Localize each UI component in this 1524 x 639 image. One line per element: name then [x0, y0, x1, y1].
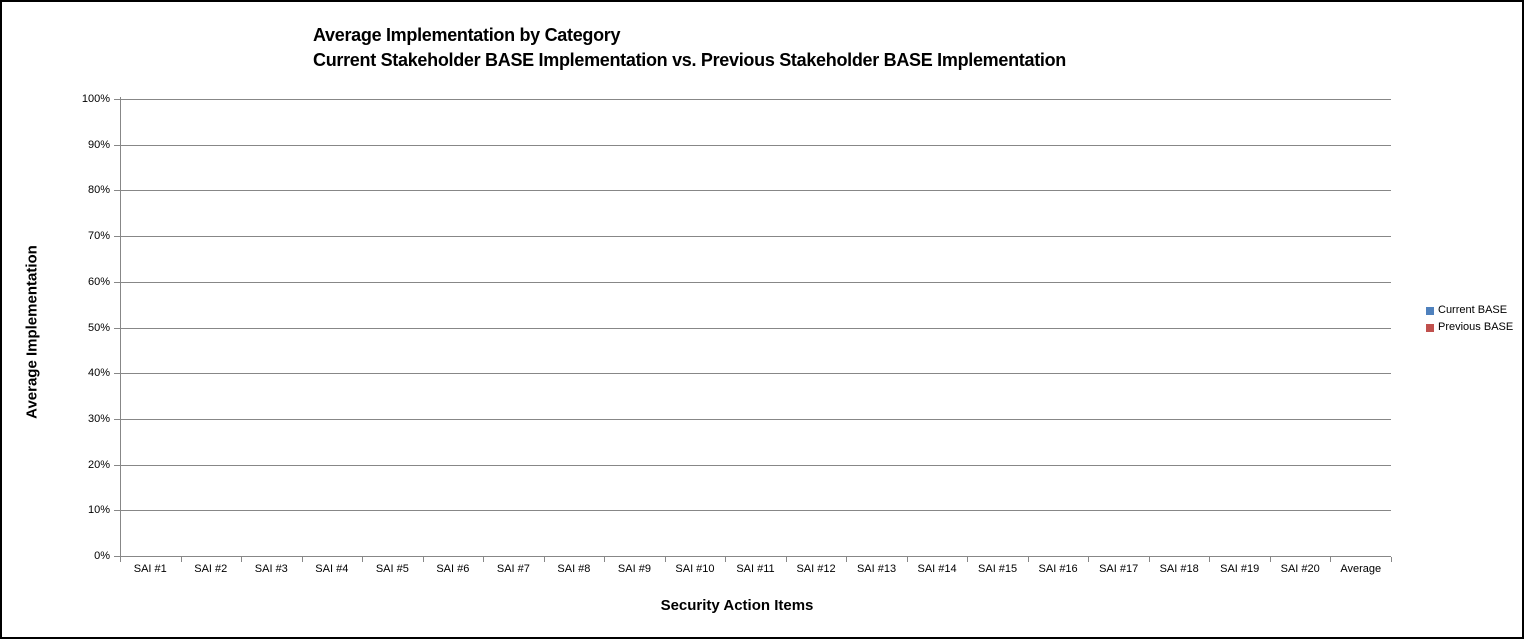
x-tick-label: SAI #6 — [436, 563, 470, 575]
x-tick-mark — [362, 557, 363, 562]
y-grid-line — [120, 556, 1391, 557]
legend-label: Previous BASE — [1438, 321, 1514, 333]
x-tick-label: SAI #20 — [1280, 563, 1320, 575]
x-tick-label: SAI #2 — [194, 563, 228, 575]
y-tick-mark — [114, 327, 120, 329]
y-grid-line — [120, 373, 1391, 375]
y-grid-line — [120, 190, 1391, 192]
x-tick-label: Average — [1340, 563, 1382, 575]
y-axis-title: Average Implementation — [23, 245, 41, 419]
y-grid-line — [120, 144, 1391, 146]
y-tick-label: 90% — [87, 138, 110, 151]
y-tick-label: 70% — [87, 230, 110, 243]
x-tick-label: SAI #4 — [315, 563, 349, 575]
x-tick-label: SAI #12 — [796, 563, 836, 575]
y-grid-line — [120, 327, 1391, 329]
y-tick-mark — [114, 144, 120, 146]
legend-label: Current BASE — [1438, 304, 1508, 316]
legend-item: Previous BASE — [1426, 321, 1513, 334]
legend-swatch — [1426, 323, 1434, 332]
x-tick-label: SAI #11 — [736, 563, 775, 575]
y-grid-line — [120, 464, 1391, 466]
x-tick-mark — [967, 557, 968, 562]
y-tick-label: 50% — [87, 321, 110, 334]
plot-area: 0% 10% 20% 30% 40% 50% 60% 70% 80% 90% 100% SAI #1 S… — [82, 93, 1392, 575]
y-grid-line — [120, 418, 1391, 420]
y-tick-mark — [114, 373, 120, 375]
x-tick-mark — [544, 557, 545, 562]
x-tick-mark — [120, 557, 121, 562]
y-tick-mark — [114, 510, 120, 512]
x-tick-mark — [907, 557, 908, 562]
y-tick-label: 30% — [87, 412, 110, 425]
x-tick-label: SAI #9 — [617, 563, 651, 575]
x-tick-mark — [1028, 557, 1029, 562]
y-tick-label: 0% — [94, 550, 110, 562]
x-tick-mark — [786, 557, 787, 562]
y-tick-label: 40% — [87, 367, 110, 380]
y-tick-label: 80% — [87, 184, 110, 197]
x-tick-label: SAI #5 — [375, 563, 409, 575]
x-tick-label: SAI #14 — [917, 563, 957, 575]
y-tick-label: 10% — [87, 504, 110, 517]
x-tick-label: SAI #16 — [1038, 563, 1078, 575]
x-tick-label: SAI #17 — [1099, 563, 1139, 575]
x-tick-mark — [483, 557, 484, 562]
x-tick-label: SAI #1 — [133, 563, 167, 575]
x-tick-label: SAI #8 — [557, 563, 591, 575]
y-tick-label: 60% — [87, 275, 110, 288]
x-tick-label: SAI #13 — [856, 563, 897, 575]
x-tick-label: SAI #3 — [254, 563, 288, 575]
x-tick-mark — [241, 557, 242, 562]
chart-subtitle: Current Stakeholder BASE Implementation … — [313, 50, 1066, 70]
x-tick-mark — [665, 557, 666, 562]
y-axis-line — [120, 97, 121, 557]
x-tick-mark — [1209, 557, 1210, 562]
x-tick-mark — [1270, 557, 1271, 562]
x-tick-mark — [181, 557, 182, 562]
y-grid-line — [120, 281, 1391, 283]
x-tick-mark — [423, 557, 424, 562]
x-tick-mark — [1088, 557, 1089, 562]
x-tick-label: SAI #10 — [675, 563, 715, 575]
x-axis-title: Security Action Items — [660, 597, 814, 614]
chart-title: Average Implementation by Category — [313, 25, 621, 45]
y-tick-mark — [114, 281, 120, 283]
legend-item: Current BASE — [1426, 304, 1513, 317]
y-tick-mark — [114, 190, 120, 192]
x-tick-mark — [846, 557, 847, 562]
x-tick-mark — [604, 557, 605, 562]
chart-title-block: Average Implementation by Category Curre… — [313, 23, 1066, 73]
y-tick-mark — [114, 418, 120, 420]
y-grid-line — [120, 99, 1391, 100]
y-grid-line — [120, 236, 1391, 238]
x-tick-label: SAI #18 — [1159, 563, 1199, 575]
x-tick-label: SAI #19 — [1220, 563, 1260, 575]
x-tick-mark — [302, 557, 303, 562]
x-tick-label: SAI #15 — [978, 563, 1018, 575]
x-tick-mark — [1330, 557, 1331, 562]
x-tick-mark — [1149, 557, 1150, 562]
y-tick-mark — [114, 99, 120, 100]
y-tick-mark — [114, 556, 120, 557]
y-tick-mark — [114, 236, 120, 238]
y-tick-label: 100% — [81, 93, 110, 105]
x-tick-mark — [725, 557, 726, 562]
y-grid-line — [120, 510, 1391, 512]
y-tick-label: 20% — [87, 458, 110, 471]
chart-legend: Current BASE Previous BASE — [1426, 304, 1513, 338]
y-tick-mark — [114, 464, 120, 466]
legend-swatch — [1426, 306, 1434, 315]
x-tick-label: SAI #7 — [496, 563, 530, 575]
x-tick-mark — [1391, 557, 1392, 562]
